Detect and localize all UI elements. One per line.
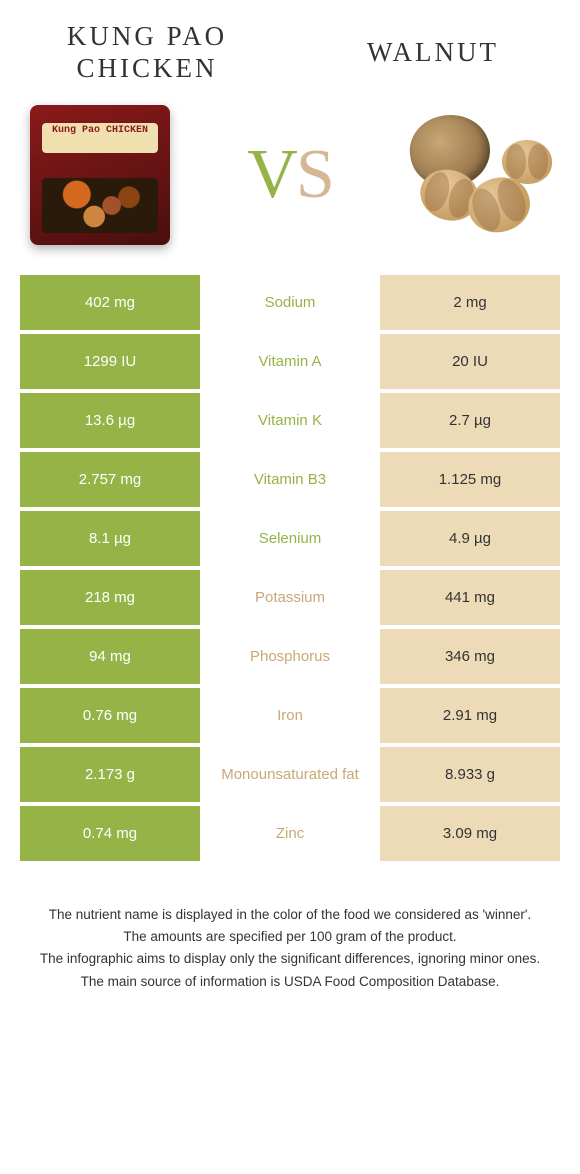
table-row: 218 mgPotassium441 mg bbox=[20, 570, 560, 625]
value-right: 441 mg bbox=[380, 570, 560, 625]
table-row: 8.1 µgSelenium4.9 µg bbox=[20, 511, 560, 566]
nutrient-name: Selenium bbox=[200, 511, 380, 566]
value-left: 0.74 mg bbox=[20, 806, 200, 861]
footnote-line: The nutrient name is displayed in the co… bbox=[30, 905, 550, 925]
value-left: 2.173 g bbox=[20, 747, 200, 802]
vs-label: VS bbox=[247, 135, 333, 215]
food-a-image: Kung Pao CHICKEN bbox=[20, 105, 180, 245]
food-b-title: WALNUT bbox=[316, 36, 550, 68]
table-row: 402 mgSodium2 mg bbox=[20, 275, 560, 330]
table-row: 13.6 µgVitamin K2.7 µg bbox=[20, 393, 560, 448]
value-right: 346 mg bbox=[380, 629, 560, 684]
nutrient-name: Monounsaturated fat bbox=[200, 747, 380, 802]
package-label: Kung Pao CHICKEN bbox=[42, 125, 158, 136]
value-right: 2.91 mg bbox=[380, 688, 560, 743]
table-row: 2.173 gMonounsaturated fat8.933 g bbox=[20, 747, 560, 802]
value-right: 2 mg bbox=[380, 275, 560, 330]
vs-v: V bbox=[247, 136, 296, 213]
value-right: 8.933 g bbox=[380, 747, 560, 802]
table-row: 0.74 mgZinc3.09 mg bbox=[20, 806, 560, 861]
nutrient-name: Sodium bbox=[200, 275, 380, 330]
value-left: 8.1 µg bbox=[20, 511, 200, 566]
value-right: 4.9 µg bbox=[380, 511, 560, 566]
nutrient-name: Zinc bbox=[200, 806, 380, 861]
table-row: 2.757 mgVitamin B31.125 mg bbox=[20, 452, 560, 507]
comparison-table: 402 mgSodium2 mg1299 IUVitamin A20 IU13.… bbox=[0, 275, 580, 861]
value-left: 0.76 mg bbox=[20, 688, 200, 743]
vs-s: S bbox=[296, 136, 333, 213]
nutrient-name: Vitamin K bbox=[200, 393, 380, 448]
value-right: 20 IU bbox=[380, 334, 560, 389]
nutrient-name: Potassium bbox=[200, 570, 380, 625]
value-right: 2.7 µg bbox=[380, 393, 560, 448]
value-right: 1.125 mg bbox=[380, 452, 560, 507]
value-left: 94 mg bbox=[20, 629, 200, 684]
value-left: 1299 IU bbox=[20, 334, 200, 389]
food-b-image bbox=[400, 105, 560, 245]
nutrient-name: Phosphorus bbox=[200, 629, 380, 684]
footnotes: The nutrient name is displayed in the co… bbox=[0, 865, 580, 1014]
footnote-line: The main source of information is USDA F… bbox=[30, 972, 550, 992]
nutrient-name: Vitamin B3 bbox=[200, 452, 380, 507]
value-left: 218 mg bbox=[20, 570, 200, 625]
food-a-title: KUNG PAO CHICKEN bbox=[30, 20, 264, 85]
images-row: Kung Pao CHICKEN VS bbox=[0, 95, 580, 275]
value-left: 402 mg bbox=[20, 275, 200, 330]
nutrient-name: Vitamin A bbox=[200, 334, 380, 389]
footnote-line: The amounts are specified per 100 gram o… bbox=[30, 927, 550, 947]
value-right: 3.09 mg bbox=[380, 806, 560, 861]
value-left: 2.757 mg bbox=[20, 452, 200, 507]
table-row: 94 mgPhosphorus346 mg bbox=[20, 629, 560, 684]
nutrient-name: Iron bbox=[200, 688, 380, 743]
value-left: 13.6 µg bbox=[20, 393, 200, 448]
table-row: 1299 IUVitamin A20 IU bbox=[20, 334, 560, 389]
table-row: 0.76 mgIron2.91 mg bbox=[20, 688, 560, 743]
footnote-line: The infographic aims to display only the… bbox=[30, 949, 550, 969]
header: KUNG PAO CHICKEN WALNUT bbox=[0, 0, 580, 95]
